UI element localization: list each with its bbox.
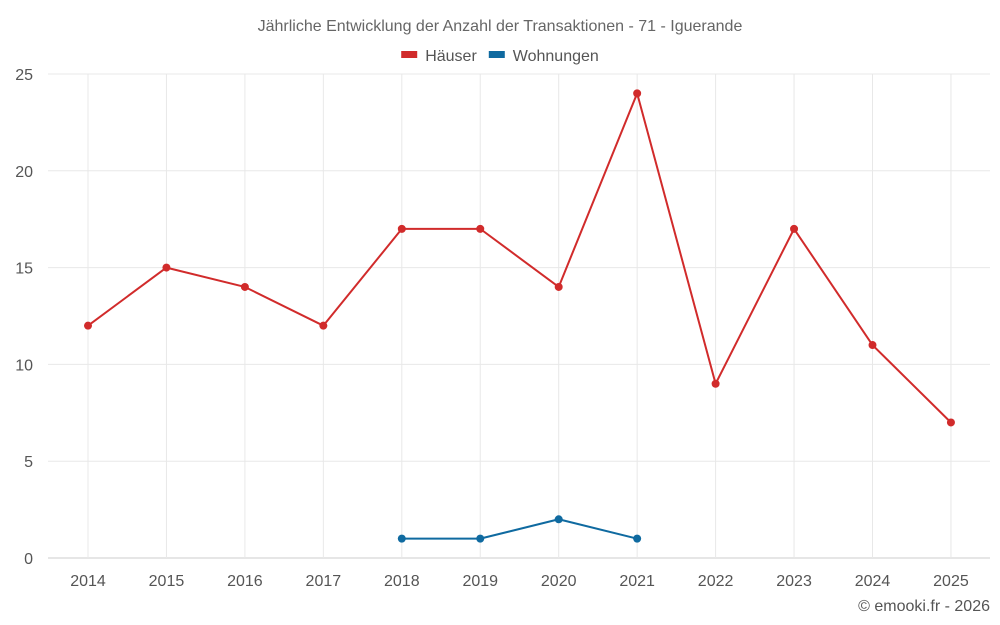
series-wohnungen: [397, 515, 642, 543]
x-tick-label: 2024: [855, 573, 891, 590]
y-tick-label: 25: [15, 67, 33, 84]
legend-label-wohnungen: Wohnungen: [513, 48, 599, 65]
x-axis: 2014 2015 2016 2017 2018 2019 2020 2021 2022 2023…: [70, 573, 969, 590]
x-tick-label: 2021: [619, 573, 655, 590]
data-point-hauser-2024[interactable]: [868, 341, 877, 350]
y-tick-label: 10: [15, 357, 33, 374]
series-line-wohnungen: [401, 518, 638, 540]
x-tick-label: 2015: [149, 573, 185, 590]
data-point-hauser-2021[interactable]: [633, 89, 642, 98]
x-tick-label: 2016: [227, 573, 263, 590]
data-point-hauser-2017[interactable]: [319, 321, 328, 330]
x-tick-label: 2025: [933, 573, 969, 590]
legend-swatch-hauser[interactable]: [401, 51, 418, 58]
data-point-hauser-2022[interactable]: [711, 379, 720, 388]
x-tick-label: 2019: [462, 573, 498, 590]
data-point-hauser-2023[interactable]: [790, 224, 799, 233]
data-point-hauser-2018[interactable]: [397, 224, 406, 233]
x-tick-label: 2018: [384, 573, 420, 590]
data-point-hauser-2019[interactable]: [476, 224, 485, 233]
chart-title: Jährliche Entwicklung der Anzahl der Tra…: [258, 18, 743, 35]
data-point-wohnungen-2020[interactable]: [554, 515, 563, 524]
x-tick-label: 2020: [541, 573, 577, 590]
x-tick-label: 2023: [776, 573, 812, 590]
gridlines: [48, 73, 990, 559]
credit-text: © emooki.fr - 2026: [858, 598, 990, 615]
legend-swatch-wohnungen[interactable]: [488, 51, 505, 58]
x-tick-label: 2017: [306, 573, 342, 590]
data-point-hauser-2015[interactable]: [162, 263, 171, 272]
data-point-hauser-2020[interactable]: [554, 282, 563, 291]
data-point-hauser-2014[interactable]: [84, 321, 92, 330]
series-group: [84, 89, 955, 543]
data-point-wohnungen-2018[interactable]: [397, 534, 406, 543]
legend-label-hauser: Häuser: [425, 48, 477, 65]
legend: Häuser Wohnungen: [401, 48, 599, 65]
y-tick-label: 0: [24, 551, 33, 568]
data-point-wohnungen-2019[interactable]: [476, 534, 485, 543]
series-hauser: [84, 89, 955, 427]
y-tick-label: 15: [15, 261, 33, 278]
data-point-hauser-2016[interactable]: [240, 282, 249, 291]
y-tick-label: 5: [24, 454, 33, 471]
x-tick-label: 2022: [698, 573, 734, 590]
y-tick-label: 20: [15, 164, 33, 181]
data-point-wohnungen-2021[interactable]: [633, 534, 642, 543]
data-point-hauser-2025[interactable]: [946, 418, 955, 427]
y-axis: 0 5 10 15 20 25: [15, 67, 33, 568]
x-tick-label: 2014: [70, 573, 106, 590]
series-line-hauser: [87, 92, 952, 424]
